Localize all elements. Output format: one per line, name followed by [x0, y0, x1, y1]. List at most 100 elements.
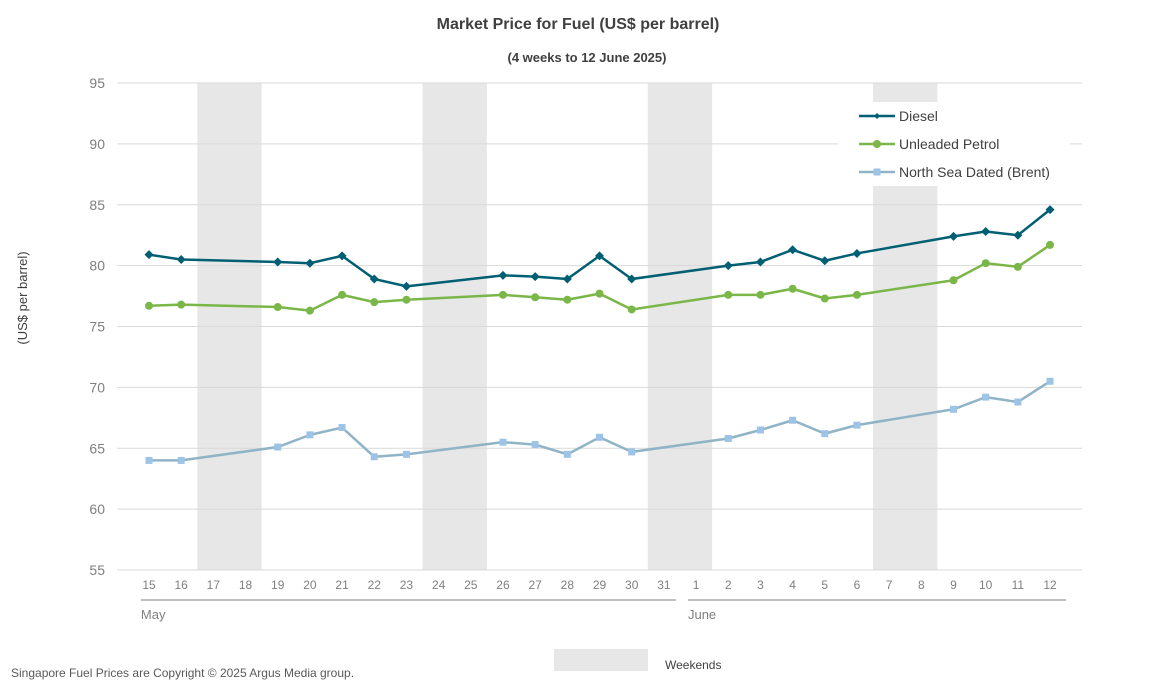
- x-tick-label: 26: [496, 578, 510, 592]
- x-tick-label: 25: [464, 578, 478, 592]
- data-point-unleaded-petrol: [273, 303, 282, 312]
- data-point-north-sea-dated-brent: [306, 431, 314, 439]
- data-point-diesel: [144, 250, 154, 260]
- data-point-unleaded-petrol: [852, 290, 861, 299]
- chart-subtitle: (4 weeks to 12 June 2025): [508, 50, 667, 65]
- data-point-north-sea-dated-brent: [531, 441, 539, 449]
- data-point-unleaded-petrol: [820, 294, 829, 303]
- data-point-north-sea-dated-brent: [724, 435, 732, 443]
- data-point-north-sea-dated-brent: [145, 456, 153, 464]
- month-axis: May June: [140, 599, 1067, 622]
- data-point-diesel: [369, 274, 379, 284]
- data-point-north-sea-dated-brent: [1046, 377, 1054, 385]
- data-point-diesel: [401, 281, 411, 291]
- data-point-unleaded-petrol: [595, 289, 604, 298]
- data-point-north-sea-dated-brent: [499, 438, 507, 446]
- x-tick-label: 15: [142, 578, 156, 592]
- x-tick-label: 27: [528, 578, 542, 592]
- copyright-footer: Singapore Fuel Prices are Copyright © 20…: [11, 666, 354, 680]
- data-point-north-sea-dated-brent: [370, 453, 378, 461]
- data-point-north-sea-dated-brent: [338, 424, 346, 432]
- data-point-diesel: [498, 270, 508, 280]
- data-point-unleaded-petrol: [627, 305, 636, 314]
- y-tick-label-95: 95: [89, 75, 105, 91]
- data-point-unleaded-petrol: [305, 306, 314, 315]
- data-point-north-sea-dated-brent: [853, 421, 861, 429]
- data-point-north-sea-dated-brent: [1014, 398, 1022, 406]
- y-tick-label-75: 75: [89, 319, 105, 335]
- data-point-unleaded-petrol: [498, 290, 507, 299]
- data-point-north-sea-dated-brent: [596, 433, 604, 441]
- month-label-june: June: [688, 607, 716, 622]
- data-point-north-sea-dated-brent: [628, 448, 636, 456]
- x-tick-label: 17: [207, 578, 221, 592]
- data-point-north-sea-dated-brent: [982, 393, 990, 401]
- y-axis-label: (US$ per barrel): [15, 251, 30, 344]
- data-point-diesel: [1045, 205, 1055, 215]
- data-point-diesel: [755, 257, 765, 267]
- legend-label-diesel: Diesel: [899, 108, 938, 124]
- data-point-unleaded-petrol: [402, 295, 411, 304]
- data-point-diesel: [305, 258, 315, 268]
- y-tick-label-80: 80: [89, 258, 105, 274]
- data-point-diesel: [949, 231, 958, 241]
- data-point-north-sea-dated-brent: [950, 405, 957, 413]
- x-tick-label: 1: [693, 578, 700, 592]
- data-point-diesel: [337, 251, 347, 261]
- y-tick-label-65: 65: [89, 440, 105, 456]
- data-point-north-sea-dated-brent: [756, 426, 764, 434]
- x-tick-label: 7: [886, 578, 893, 592]
- month-label-may: May: [141, 607, 166, 622]
- x-tick-label: 10: [979, 578, 993, 592]
- data-point-diesel: [820, 256, 830, 266]
- x-tick-label: 3: [757, 578, 764, 592]
- y-axis-ticks: 55 60 65 70 75 80 85 90 95: [89, 75, 105, 578]
- data-point-diesel: [788, 245, 798, 255]
- data-point-north-sea-dated-brent: [789, 416, 797, 424]
- data-point-north-sea-dated-brent: [402, 450, 410, 458]
- data-point-unleaded-petrol: [563, 295, 572, 304]
- x-tick-label: 18: [239, 578, 253, 592]
- x-tick-label: 9: [950, 578, 957, 592]
- data-point-diesel: [852, 248, 862, 258]
- series-markers: [144, 205, 1055, 464]
- data-point-unleaded-petrol: [756, 290, 765, 299]
- legend-marker-unleaded-petrol: [873, 140, 881, 148]
- data-point-north-sea-dated-brent: [177, 456, 185, 464]
- data-point-diesel: [723, 261, 733, 271]
- weekend-legend-label: Weekends: [665, 658, 721, 672]
- x-tick-label: 19: [271, 578, 285, 592]
- data-point-diesel: [595, 251, 605, 261]
- x-tick-label: 29: [593, 578, 607, 592]
- x-tick-label: 2: [725, 578, 732, 592]
- x-tick-label: 12: [1043, 578, 1057, 592]
- data-point-diesel: [530, 272, 540, 282]
- x-tick-label: 31: [657, 578, 671, 592]
- x-tick-label: 11: [1012, 578, 1025, 592]
- weekend-legend: Weekends: [554, 649, 721, 672]
- x-tick-label: 20: [303, 578, 317, 592]
- x-axis-ticks: 15 16 17 18 19 20 21 22 23 24 25 26 27 28 29 30 31 1 2 3 4 5 6…: [142, 578, 1057, 592]
- data-point-diesel: [627, 274, 637, 284]
- data-point-unleaded-petrol: [370, 298, 379, 307]
- y-tick-label-55: 55: [89, 562, 105, 578]
- data-point-unleaded-petrol: [338, 290, 347, 299]
- data-point-unleaded-petrol: [949, 276, 958, 285]
- data-point-north-sea-dated-brent: [821, 430, 829, 438]
- x-tick-label: 4: [789, 578, 796, 592]
- gridlines: [117, 82, 1082, 571]
- data-point-diesel: [1013, 230, 1023, 240]
- x-tick-label: 23: [400, 578, 414, 592]
- legend-label-north-sea-dated-brent: North Sea Dated (Brent): [899, 164, 1050, 180]
- data-point-diesel: [562, 274, 572, 284]
- data-point-diesel: [176, 255, 186, 265]
- x-tick-label: 16: [175, 578, 189, 592]
- legend-label-unleaded-petrol: Unleaded Petrol: [899, 136, 999, 152]
- data-point-unleaded-petrol: [1013, 262, 1022, 271]
- data-point-unleaded-petrol: [788, 284, 797, 293]
- data-point-unleaded-petrol: [724, 290, 733, 299]
- data-point-north-sea-dated-brent: [563, 450, 571, 458]
- chart-title: Market Price for Fuel (US$ per barrel): [437, 16, 720, 33]
- data-point-unleaded-petrol: [177, 300, 186, 309]
- x-tick-label: 24: [432, 578, 446, 592]
